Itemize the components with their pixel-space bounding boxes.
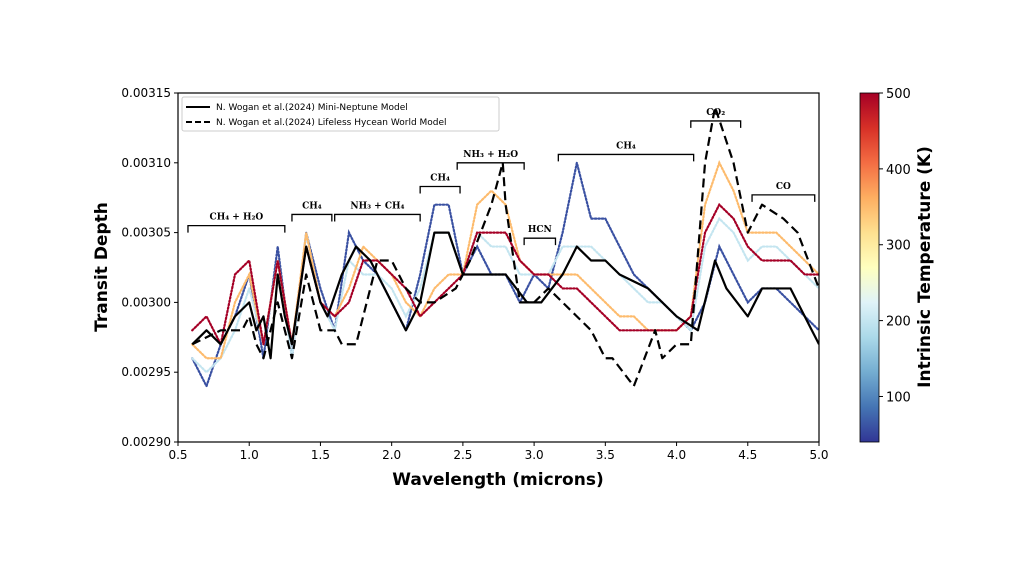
annotation-bracket [334, 213, 421, 222]
colorbar-tick-label: 400 [886, 163, 911, 178]
colorbar-tick-label: 200 [886, 315, 911, 330]
annotation-label: HCN [528, 225, 552, 235]
y-tick-label: 0.00290 [121, 435, 171, 449]
model-series-group [191, 105, 819, 388]
colorbar-tick-label: 300 [886, 239, 911, 254]
x-tick-label: 2.5 [453, 448, 472, 462]
colorbar-tick-label: 500 [886, 87, 911, 102]
y-axis: 0.00290 0.00295 0.00300 0.00305 0.00310 0.003… [121, 86, 178, 449]
annotation-label: CO₂ [706, 108, 725, 118]
x-tick-label: 1.5 [311, 448, 330, 462]
hycean-world-model-line [191, 105, 819, 388]
annotation-label: CO [776, 182, 791, 192]
annotation-bracket [419, 185, 461, 194]
y-tick-label: 0.00300 [121, 295, 171, 309]
x-tick-label: 4.0 [667, 448, 686, 462]
x-axis-label: Wavelength (microns) [392, 470, 603, 490]
annotation-label: NH₃ + CH₄ [350, 201, 404, 211]
annotation-label: CH₄ [616, 141, 636, 151]
annotations-group: CH₄ + H₂O CH₄ NH₃ + CH₄ CH₄ NH₃ + H₂O HCN CH₄ C… [187, 108, 816, 246]
annotation-bracket [523, 237, 557, 246]
x-tick-label: 3.0 [525, 448, 544, 462]
legend-entry-hycean: N. Wogan et al.(2024) Lifeless Hycean Wo… [216, 118, 447, 128]
annotation-label: CH₄ [302, 201, 322, 211]
legend: N. Wogan et al.(2024) Mini-Neptune Model… [181, 96, 500, 132]
x-tick-label: 3.5 [596, 448, 615, 462]
temperature-series-200K [191, 216, 819, 374]
annotation-bracket [557, 153, 695, 162]
x-tick-label: 1.0 [240, 448, 259, 462]
x-tick-label: 5.0 [809, 448, 828, 462]
annotation-label: CH₄ [430, 174, 450, 184]
annotation-bracket [456, 162, 525, 170]
colorbar-label: Intrinsic Temperature (K) [915, 146, 935, 388]
y-tick-label: 0.00310 [121, 156, 171, 170]
annotation-bracket [187, 224, 286, 233]
annotation-bracket [690, 120, 742, 128]
x-tick-label: 0.5 [168, 448, 187, 462]
colorbar-tick-label: 100 [886, 390, 911, 405]
x-tick-label: 4.5 [738, 448, 757, 462]
y-tick-label: 0.00295 [121, 365, 171, 379]
colorbar-gradient [859, 92, 880, 443]
y-tick-label: 0.00305 [121, 226, 171, 240]
annotation-label: NH₃ + H₂O [463, 150, 518, 160]
plot-frame [177, 92, 820, 443]
annotation-bracket [291, 213, 333, 222]
mini-neptune-model-line [191, 231, 819, 360]
annotation-label: CH₄ + H₂O [210, 213, 264, 223]
legend-entry-mini-neptune: N. Wogan et al.(2024) Mini-Neptune Model [216, 103, 408, 113]
legend-box [181, 96, 500, 132]
y-tick-label: 0.00315 [121, 86, 171, 100]
y-axis-label: Transit Depth [92, 202, 112, 332]
x-tick-label: 2.0 [382, 448, 401, 462]
annotation-bracket [751, 194, 816, 202]
colorbar: 100 200 300 400 500 Intrinsic Temperature (K… [859, 87, 935, 443]
x-axis: 0.5 1.0 1.5 2.0 2.5 3.0 3.5 4.0 4.5 5.0 [168, 442, 829, 462]
